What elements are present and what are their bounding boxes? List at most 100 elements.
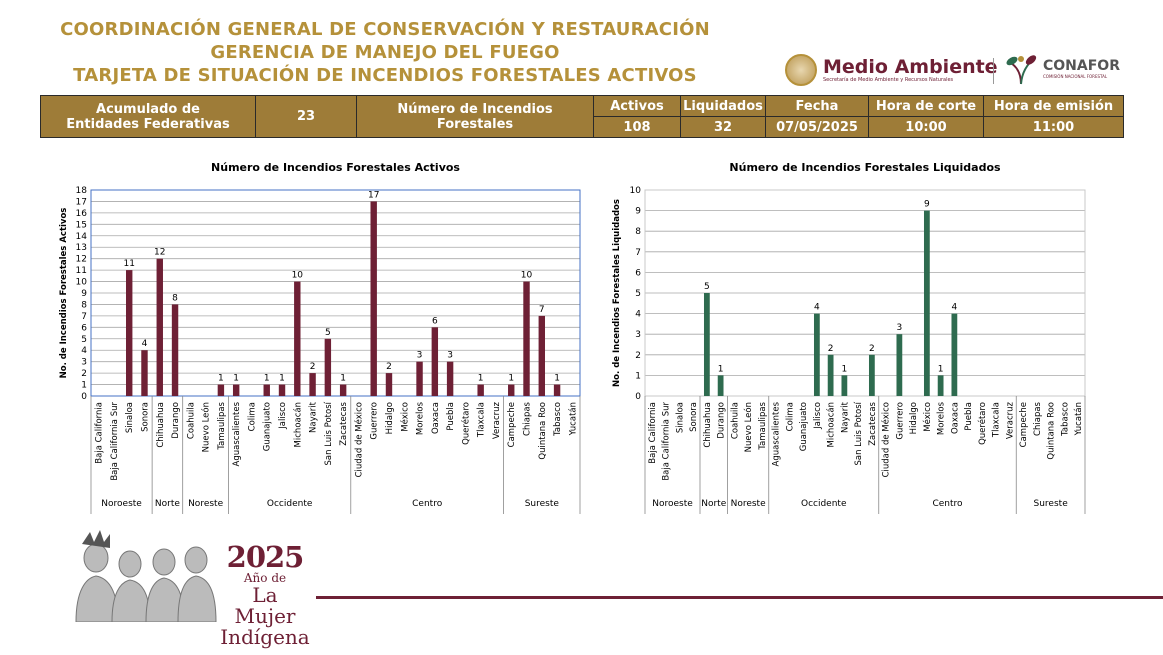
category-label-3: Sinaloa (125, 402, 135, 433)
y-tick-label: 0 (81, 392, 87, 402)
category-label-7: Coahuila (730, 402, 740, 439)
data-label-28: 1 (508, 374, 514, 384)
data-label-19: 3 (897, 323, 903, 333)
y-tick-label: 7 (635, 248, 641, 258)
bar-31 (553, 384, 561, 396)
bar-28 (508, 384, 515, 396)
category-label-24: Puebla (964, 402, 974, 431)
data-label-12: 1 (264, 374, 270, 384)
category-label-27: Veracruz (1005, 401, 1015, 439)
category-label-27: Veracruz (492, 401, 502, 439)
bar-9 (217, 384, 225, 396)
category-label-29: Chiapas (1033, 401, 1043, 435)
conafor-leaf-icon (1006, 55, 1037, 85)
data-label-22: 3 (417, 351, 423, 361)
category-label-32: Yucatán (1074, 402, 1084, 436)
category-label-12: Guanajuato (263, 402, 273, 451)
category-label-16: San Luis Potosí (324, 401, 334, 465)
group-label-5: Centro (932, 499, 963, 509)
group-label-2: Norte (155, 499, 180, 509)
y-tick-label: 9 (81, 289, 87, 299)
footer-divider (316, 596, 1163, 599)
data-label-3: 11 (123, 259, 134, 269)
category-label-23: Oaxaca (950, 402, 960, 434)
y-tick-label: 2 (81, 369, 87, 379)
group-label-4: Occidente (801, 499, 847, 509)
data-label-15: 1 (842, 364, 848, 374)
group-label-1: Noroeste (652, 499, 693, 509)
category-label-6: Durango (717, 402, 727, 439)
data-label-20: 2 (386, 362, 392, 372)
numero-label: Número de Incendios Forestales (356, 95, 594, 138)
category-label-17: Zacatecas (868, 401, 878, 445)
bar-13 (278, 384, 286, 396)
acumulado-value: 23 (255, 95, 357, 138)
hora-corte-label: Hora de corte (868, 95, 984, 117)
category-label-25: Querétaro (977, 402, 988, 445)
category-label-11: Colima (247, 402, 257, 431)
category-label-1: Baja California (648, 402, 658, 464)
bar-23 (431, 327, 439, 396)
bar-19 (370, 201, 377, 396)
category-label-14: Michoacán (293, 402, 303, 447)
category-label-12: Guanajuato (799, 402, 809, 451)
chart-title: Número de Incendios Forestales Activos (211, 161, 460, 174)
bar-13 (813, 313, 820, 396)
bar-4 (141, 350, 148, 396)
chart-activos-svg: Número de Incendios Forestales Activos01… (59, 161, 581, 514)
group-label-1: Noroeste (101, 499, 142, 509)
data-label-17: 2 (869, 344, 875, 354)
group-label-4: Occidente (267, 499, 313, 509)
chart-title: Número de Incendios Forestales Liquidado… (729, 161, 1001, 174)
category-label-7: Coahuila (186, 402, 196, 439)
bar-12 (263, 384, 270, 396)
category-label-23: Oaxaca (431, 402, 441, 434)
data-label-14: 10 (292, 271, 304, 281)
bar-6 (171, 304, 179, 396)
category-label-10: Aguascalientes (232, 401, 242, 466)
bar-14 (294, 281, 301, 396)
category-label-25: Querétaro (460, 402, 471, 445)
group-label-3: Noreste (188, 499, 223, 509)
category-label-14: Michoacán (827, 402, 837, 447)
category-label-19: Guerrero (370, 402, 380, 440)
y-tick-label: 11 (76, 266, 87, 276)
activos-label: Activos (593, 95, 681, 117)
y-tick-label: 13 (76, 243, 87, 253)
bar-30 (538, 315, 546, 396)
category-label-15: Nayarit (840, 401, 850, 433)
y-tick-label: 8 (635, 227, 641, 237)
y-tick-label: 12 (76, 255, 87, 265)
y-tick-label: 6 (635, 268, 641, 278)
acumulado-label: Acumulado de Entidades Federativas (40, 95, 256, 138)
category-label-5: Chihuahua (156, 402, 166, 448)
acumulado-label-line-2: Entidades Federativas (66, 116, 230, 132)
y-tick-label: 3 (635, 330, 641, 340)
hora-emision-value: 11:00 (983, 116, 1124, 138)
category-label-22: Morelos (416, 401, 426, 435)
fecha-value: 07/05/2025 (765, 116, 869, 138)
bar-19 (896, 334, 903, 396)
header-titles: COORDINACIÓN GENERAL DE CONSERVACIÓN Y R… (40, 18, 730, 87)
bar-22 (937, 375, 944, 396)
acumulado-label-line-1: Acumulado de (96, 101, 200, 117)
y-tick-label: 5 (635, 289, 641, 299)
bar-17 (868, 354, 875, 396)
data-label-19: 17 (368, 190, 379, 200)
data-label-6: 1 (718, 364, 724, 374)
plot-area (90, 189, 581, 397)
bar-5 (156, 258, 163, 396)
y-tick-label: 16 (76, 209, 88, 219)
y-tick-label: 7 (81, 312, 87, 322)
data-label-29: 10 (521, 271, 533, 281)
y-tick-label: 3 (81, 358, 87, 368)
y-tick-label: 1 (635, 371, 641, 381)
bar-24 (446, 361, 454, 396)
y-tick-label: 1 (81, 381, 87, 391)
category-label-28: Campeche (507, 402, 517, 447)
category-label-21: México (922, 402, 933, 432)
category-label-18: Ciudad de México (881, 402, 892, 477)
bar-16 (324, 338, 332, 396)
category-label-9: Tamaulipas (758, 401, 768, 450)
medio-ambiente-logo: Medio Ambiente Secretaría de Medio Ambie… (785, 54, 998, 86)
